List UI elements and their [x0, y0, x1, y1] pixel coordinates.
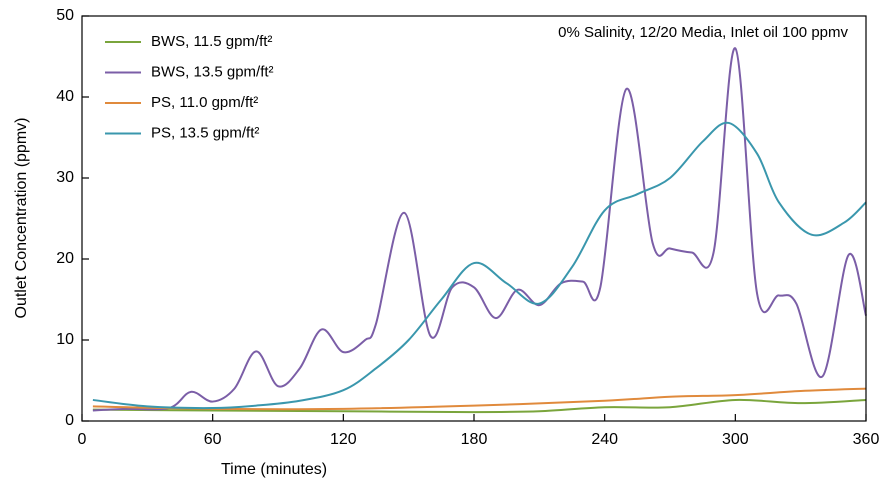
y-axis-label: Outlet Concentration (ppmv) [13, 118, 30, 319]
data-line [92, 398, 867, 414]
x-tick-label: 300 [722, 431, 749, 448]
x-tick-label: 240 [591, 431, 618, 448]
plot-frame [81, 15, 867, 422]
x-tick-label: 180 [461, 431, 488, 448]
y-tick-label: 0 [65, 412, 74, 429]
x-tick-label: 60 [204, 431, 222, 448]
y-tick-label: 40 [56, 88, 74, 105]
y-tick-label: 30 [56, 169, 74, 186]
y-tick-label: 20 [56, 250, 74, 267]
x-tick-label: 0 [78, 431, 87, 448]
x-tick-label: 360 [853, 431, 880, 448]
legend-label: BWS, 11.5 gpm/ft² [151, 33, 272, 50]
data-line [92, 121, 867, 410]
legend-label: PS, 11.0 gpm/ft² [151, 94, 258, 111]
annotation: 0% Salinity, 12/20 Media, Inlet oil 100 … [558, 24, 848, 41]
x-tick-label: 120 [330, 431, 357, 448]
y-tick-label: 50 [56, 7, 74, 24]
legend-label: BWS, 13.5 gpm/ft² [151, 63, 274, 80]
x-axis-label: Time (minutes) [221, 461, 327, 478]
data-line [92, 387, 867, 411]
y-tick-label: 10 [56, 331, 74, 348]
legend-label: PS, 13.5 gpm/ft² [151, 124, 259, 141]
data-line [92, 47, 867, 412]
